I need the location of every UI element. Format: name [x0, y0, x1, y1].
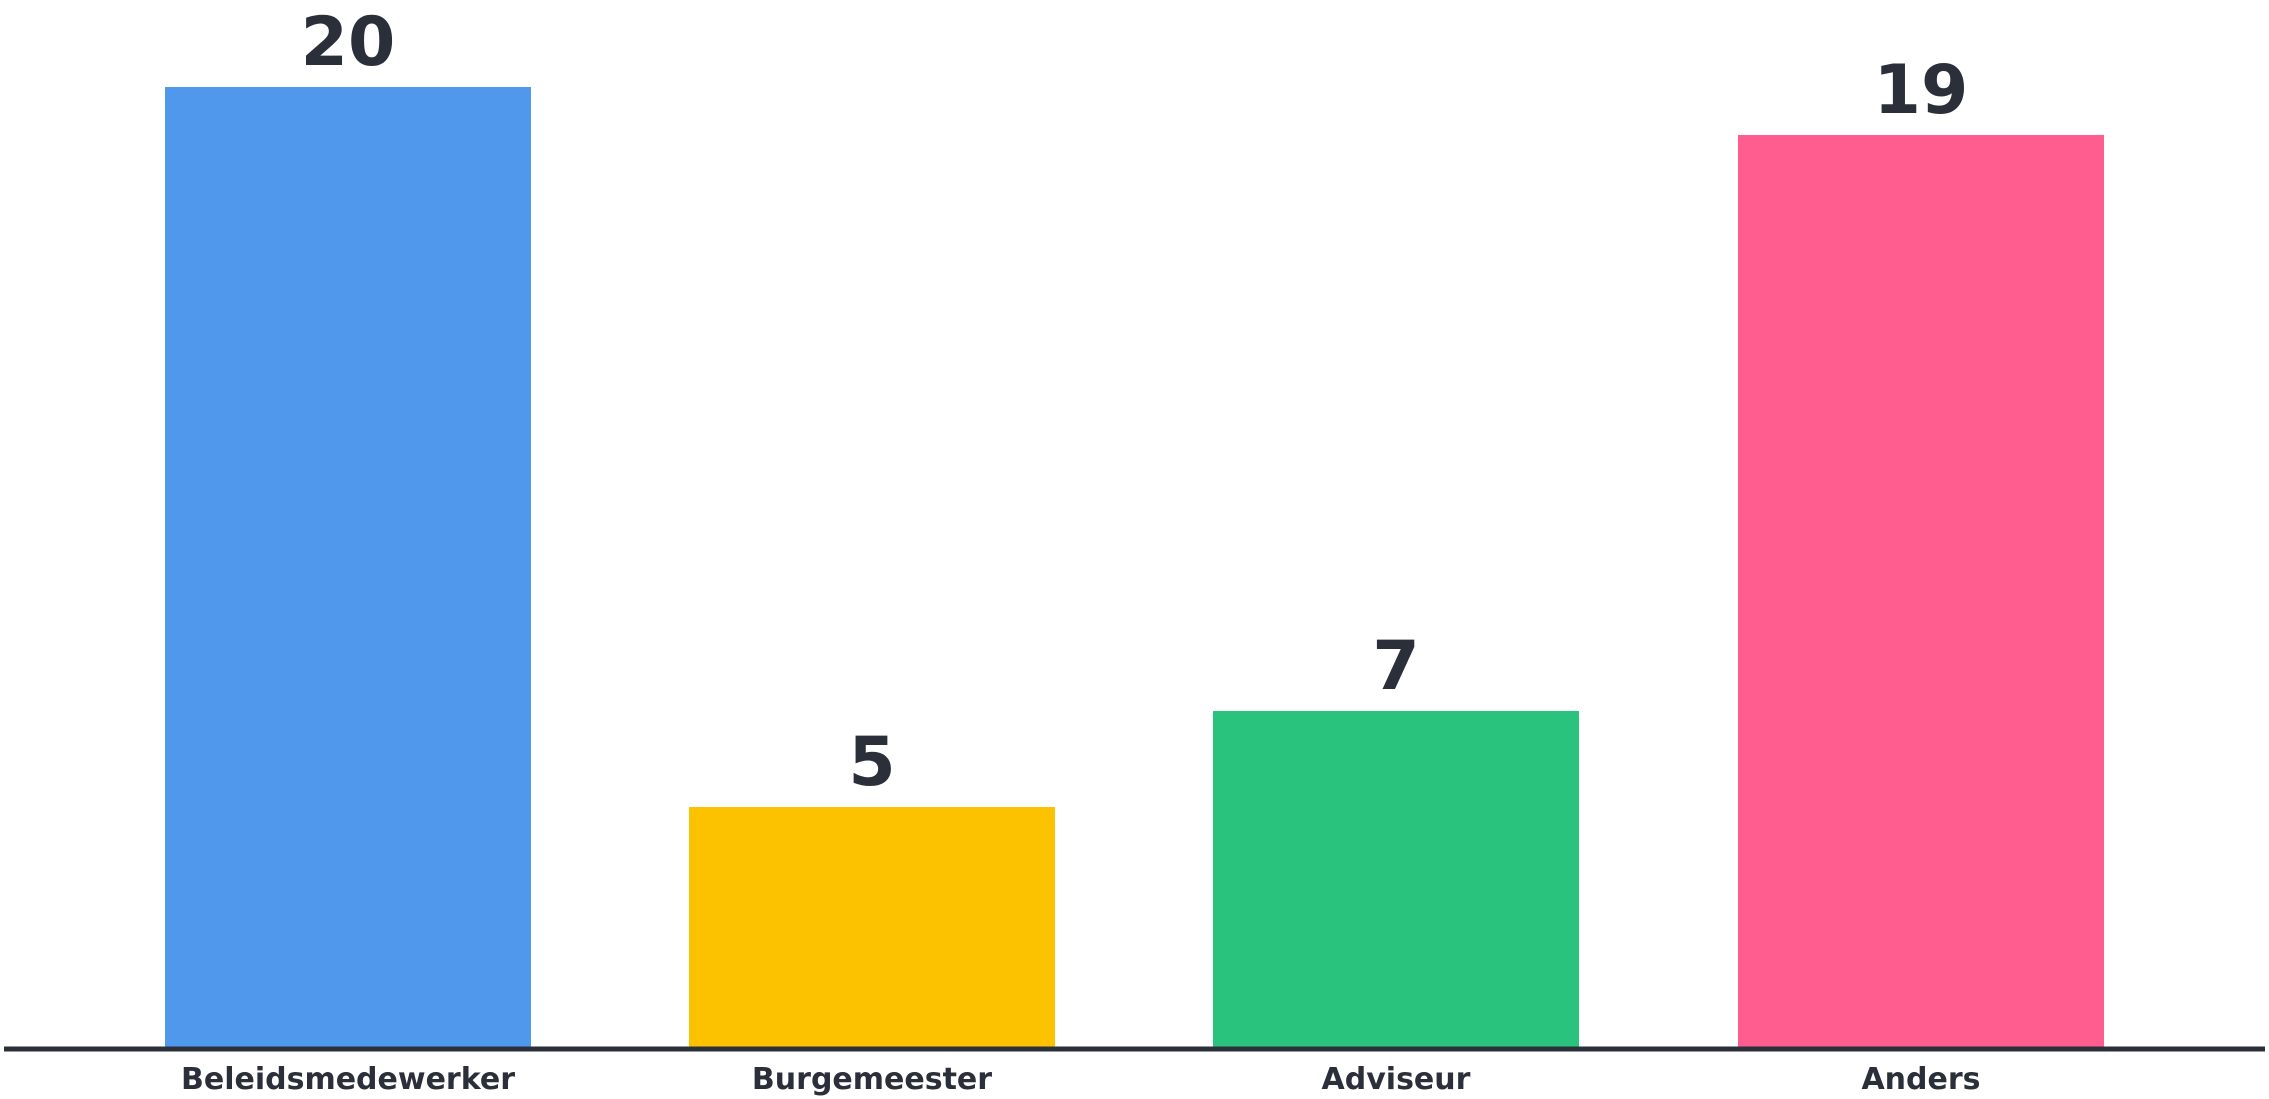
category-label-beleidsmedewerker: Beleidsmedewerker [181, 1062, 515, 1097]
value-label-burgemeester: 5 [848, 723, 895, 802]
bar-beleidsmedewerker [165, 87, 531, 1047]
bar-adviseur [1213, 711, 1579, 1047]
bar-burgemeester [689, 807, 1055, 1047]
bars-group [165, 87, 2104, 1047]
value-label-anders: 19 [1874, 51, 1969, 130]
category-label-adviseur: Adviseur [1322, 1062, 1471, 1097]
category-label-burgemeester: Burgemeester [752, 1062, 992, 1097]
category-label-anders: Anders [1861, 1062, 1980, 1097]
bar-anders [1738, 135, 2104, 1047]
value-labels-group: 20 5 7 19 [301, 3, 1969, 802]
value-label-adviseur: 7 [1372, 627, 1419, 706]
value-label-beleidsmedewerker: 20 [301, 3, 396, 82]
category-labels-group: Beleidsmedewerker Burgemeester Adviseur And… [181, 1062, 1981, 1097]
